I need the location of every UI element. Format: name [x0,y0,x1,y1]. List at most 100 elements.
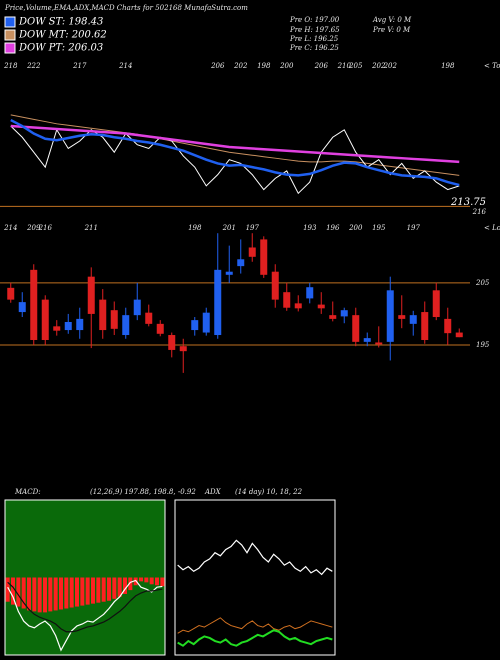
annotation: 193 [303,224,317,232]
panel-label: ADX [204,488,222,496]
annotation: 217 [72,62,87,70]
candle-body [7,287,15,300]
candle-body [455,332,463,338]
candle-body [30,269,38,340]
macd-bar [85,577,90,605]
stat: Pre O: 197.00 [289,16,340,24]
candle-body [375,342,383,345]
macd-bar [107,577,111,601]
candle-body [398,315,406,319]
candle-body [317,304,325,309]
macd-bar [91,577,95,604]
series-line [7,579,163,652]
annotation: 201 [222,224,236,232]
candle-body [76,318,84,331]
annotation: 206 [314,62,329,70]
macd-bar [144,577,149,583]
macd-bar [101,577,106,602]
stat: Pre H: 197.65 [289,26,340,34]
candle-body [214,269,222,336]
macd-bar [21,577,26,609]
annotation: 202 [383,62,398,70]
annotation: 198 [257,62,271,70]
macd-bar [75,577,79,607]
panel [174,499,336,656]
level-label: 213.75 [450,197,486,208]
candle-body [191,320,199,331]
annotation: 198 [441,62,455,70]
candle-body [145,312,153,324]
candle-body [168,335,176,350]
panel-top-label: 216 [472,208,487,216]
macd-bar [53,577,58,611]
annotation-label: < Tops [484,62,500,70]
page-title: Price,Volume,EMA,ADX,MACD Charts for 502… [4,4,248,12]
macd-bar [80,577,85,606]
macd-bar [43,577,47,613]
macd-bar [11,577,15,605]
panel-label: MACD: [14,488,41,496]
macd-bar [160,577,165,587]
series-line [10,114,460,176]
macd-bar [64,577,69,609]
annotation: 222 [26,62,41,70]
level-label: 205 [475,279,490,287]
legend-entry: DOW PT: 206.03 [18,43,103,54]
annotation: 200 [348,224,363,232]
stat: Avg V: 0 M [372,16,412,24]
annotation: 202 [233,62,248,70]
panel-params: (14 day) 10, 18, 22 [235,488,303,496]
annotation: 200 [279,62,294,70]
stat: Pre C: 196.25 [289,44,339,52]
macd-bar [32,577,37,612]
legend-swatch [4,29,16,41]
candle-body [444,318,452,334]
macd-bar [139,577,143,582]
macd-bar [112,577,117,599]
annotation: 211 [84,224,98,232]
candle-body [363,338,371,342]
candle-body [329,315,337,319]
legend-swatch [4,16,16,28]
candle-body [237,259,245,267]
candle-body [41,299,49,340]
legend-swatch [4,42,16,54]
candle-body [225,271,233,275]
annotation: 218 [3,62,18,70]
panel [4,499,166,656]
series-line [177,629,333,647]
candle-body [271,271,279,300]
macd-bar [16,577,21,607]
annotation: 210 [337,62,352,70]
annotation: 197 [407,224,421,232]
candle-body [432,290,440,318]
macd-bar [69,577,74,608]
candle-body [156,323,164,334]
series-line [177,539,333,576]
legend-entry: DOW MT: 200.62 [18,30,107,41]
macd-bar [123,577,127,594]
annotation: 196 [326,224,340,232]
candle-body [352,315,360,342]
series-line [7,581,163,633]
legend-entry: DOW ST: 198.43 [18,17,103,28]
series-line [10,118,460,187]
annotation-label: < Lows [484,224,500,232]
annotation: 197 [246,224,260,232]
level-label: 195 [476,341,490,349]
candle-body [87,276,95,314]
annotation: 206 [210,62,225,70]
candle-body [64,321,72,331]
series-line [10,124,460,164]
macd-bar [96,577,101,603]
annotation: 198 [188,224,202,232]
candle-body [133,299,141,316]
stat: Pre L: 196.25 [289,35,339,43]
macd-bar [117,577,122,597]
macd-bar [48,577,53,612]
annotation: 202 [371,62,386,70]
candle-body [409,315,417,324]
candle-body [53,326,61,331]
candle-body [110,310,118,329]
